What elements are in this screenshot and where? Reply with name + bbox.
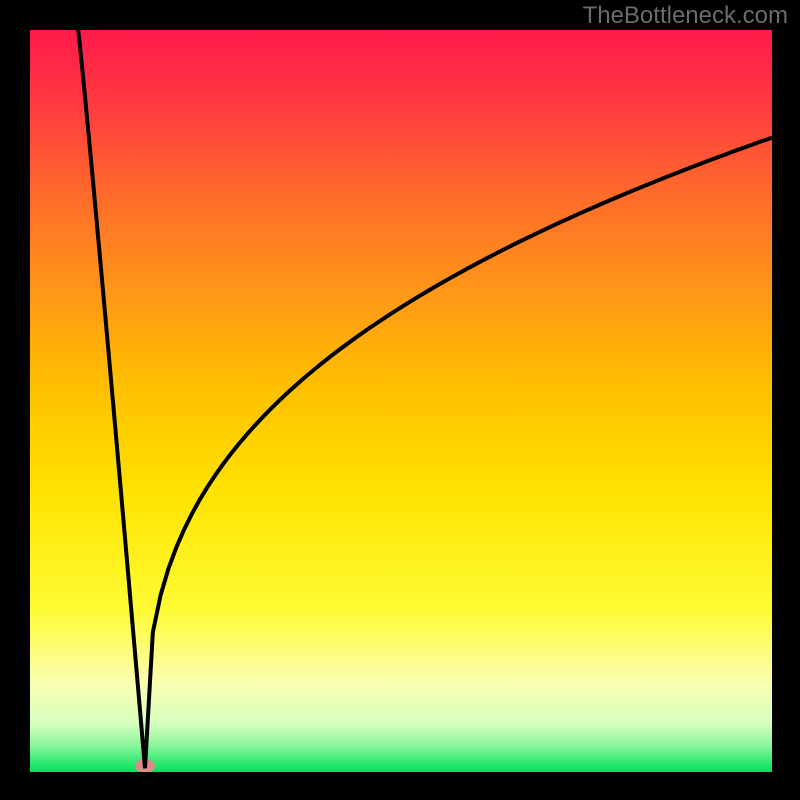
chart-frame: TheBottleneck.com [0, 0, 800, 800]
curve-path [78, 30, 772, 768]
bottleneck-curve [30, 30, 772, 772]
watermark-text: TheBottleneck.com [583, 2, 788, 30]
plot-area [30, 30, 772, 772]
